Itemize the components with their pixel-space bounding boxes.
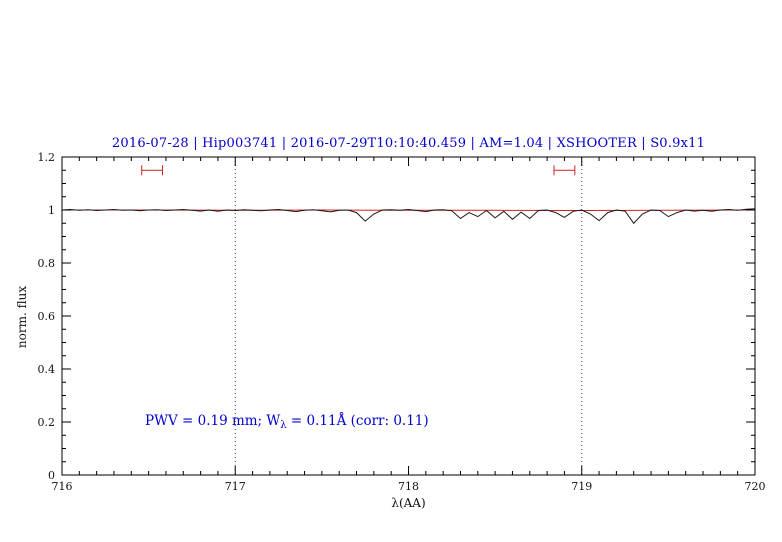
plot-title: 2016-07-28 | Hip003741 | 2016-07-29T10:1…	[111, 136, 706, 151]
pwv-annotation-suffix: = 0.11Å (corr: 0.11)	[286, 413, 429, 429]
y-tick-label: 0.8	[38, 257, 56, 270]
pwv-annotation-subscript: λ	[280, 420, 287, 431]
x-tick-label: 719	[571, 480, 592, 493]
x-axis-label: λ(AA)	[391, 496, 426, 510]
y-axis-label: norm. flux	[15, 285, 29, 349]
x-tick-label: 718	[398, 480, 419, 493]
y-tick-label: 0.2	[38, 416, 56, 429]
y-tick-label: 1.2	[38, 151, 56, 164]
observed-spectrum-line	[61, 208, 756, 225]
y-tick-label: 1	[48, 204, 55, 217]
pwv-annotation: PWV = 0.19 mm; Wλ = 0.11Å (corr: 0.11)	[145, 413, 429, 431]
y-tick-label: 0.6	[38, 310, 56, 323]
x-tick-label: 717	[225, 480, 246, 493]
y-tick-label: 0	[48, 469, 55, 482]
y-tick-label: 0.4	[38, 363, 56, 376]
x-tick-label: 720	[745, 480, 766, 493]
x-tick-label: 716	[52, 480, 73, 493]
pwv-annotation-prefix: PWV = 0.19 mm; W	[145, 413, 281, 429]
